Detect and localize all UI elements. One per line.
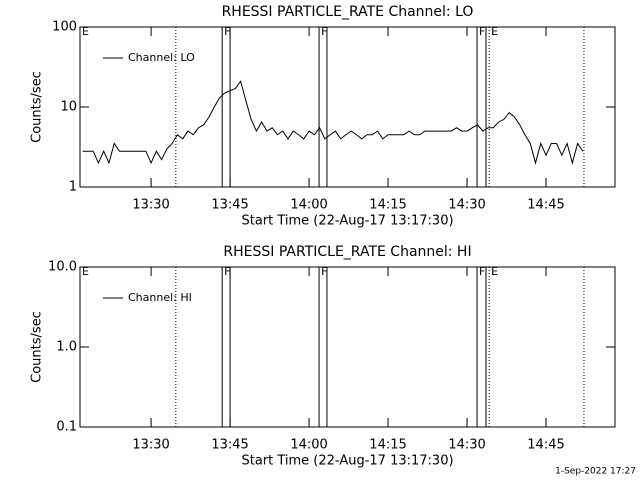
x-axis-label: Start Time (22-Aug-17 13:17:30): [241, 214, 453, 229]
marker-label: E: [491, 25, 498, 38]
x-tick-label: 13:30: [132, 438, 169, 453]
y-axis-label: Counts/sec: [30, 71, 45, 143]
chart-title: RHESSI PARTICLE_RATE Channel: HI: [223, 244, 471, 260]
x-tick-label: 14:00: [290, 438, 327, 453]
x-tick-label: 13:45: [211, 438, 248, 453]
data-line: [82, 80, 584, 165]
marker-label: F: [321, 265, 327, 278]
y-tick-label: 0.1: [56, 420, 77, 435]
marker-label: F: [224, 25, 230, 38]
marker-label: F: [321, 25, 327, 38]
chart-title: RHESSI PARTICLE_RATE Channel: LO: [222, 4, 474, 20]
marker-label: F: [479, 25, 485, 38]
x-tick-label: 14:45: [527, 198, 564, 213]
x-axis-label: Start Time (22-Aug-17 13:17:30): [241, 454, 453, 469]
x-tick-label: 14:15: [369, 198, 406, 213]
x-tick-label: 14:30: [448, 438, 485, 453]
marker-label: F: [479, 265, 485, 278]
marker-label: E: [82, 265, 89, 278]
x-tick-label: 14:15: [369, 438, 406, 453]
y-tick-label: 100: [52, 20, 77, 35]
x-tick-label: 14:45: [527, 438, 564, 453]
x-tick-label: 13:30: [132, 198, 169, 213]
marker-label: F: [224, 265, 230, 278]
x-tick-label: 14:00: [290, 198, 327, 213]
y-tick-label: 1: [69, 180, 77, 195]
y-tick-label: 10: [60, 100, 77, 115]
marker-label: E: [82, 25, 89, 38]
x-tick-label: 14:30: [448, 198, 485, 213]
y-tick-label: 10.0: [48, 260, 77, 275]
footer: 1-Sep-2022 17:27: [555, 467, 636, 477]
y-axis-label: Counts/sec: [30, 311, 45, 383]
legend-label: Channel: HI: [128, 291, 192, 304]
y-tick-label: 1.0: [56, 340, 77, 355]
legend-label: Channel: LO: [128, 51, 195, 64]
marker-label: E: [491, 265, 498, 278]
x-tick-label: 13:45: [211, 198, 248, 213]
